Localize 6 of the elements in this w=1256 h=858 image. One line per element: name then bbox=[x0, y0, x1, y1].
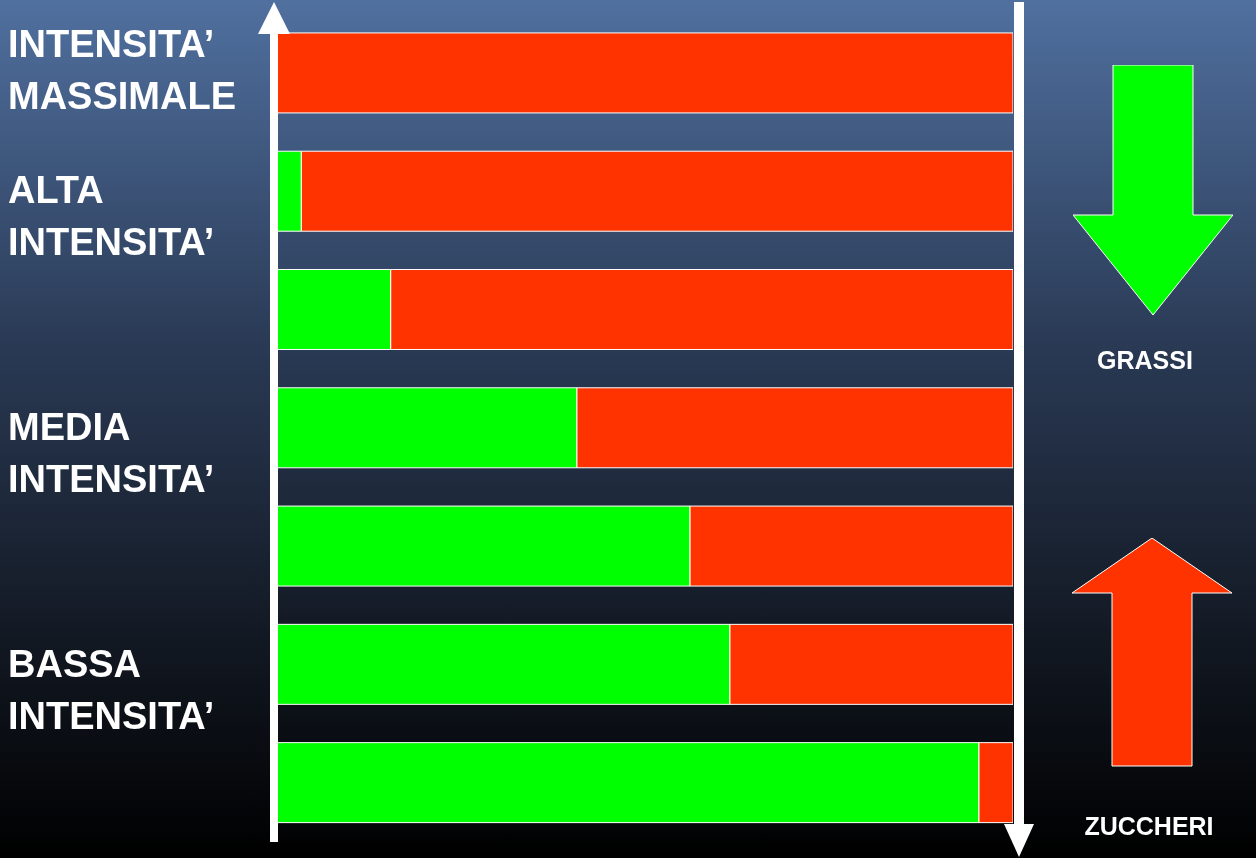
legend-label: ZUCCHERI bbox=[1083, 812, 1215, 841]
text: GRASSI bbox=[1096, 346, 1194, 375]
y-tick-label: MEDIA INTENSITA’ bbox=[8, 406, 215, 501]
y-tick-label: ALTA INTENSITA’ bbox=[8, 169, 215, 264]
y-tick-label: BASSA INTENSITA’ bbox=[8, 642, 215, 737]
y-tick-label: INTENSITA’ MASSIMALE bbox=[8, 23, 236, 118]
